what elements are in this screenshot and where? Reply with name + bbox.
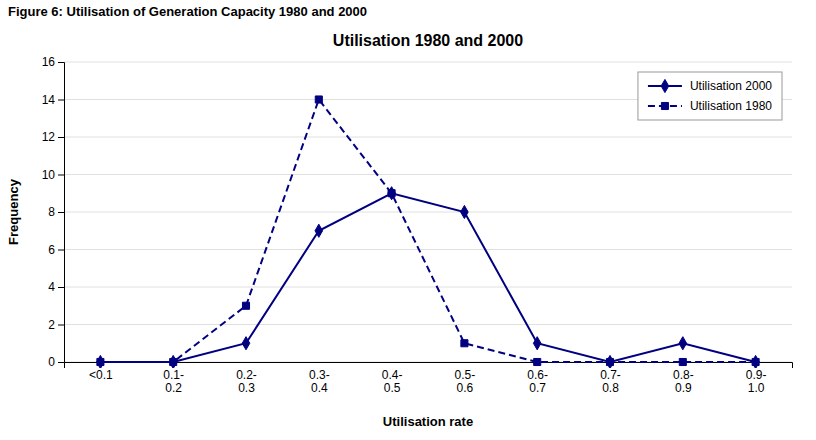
point [315,96,322,103]
point [97,358,104,365]
tick-mark [58,175,64,176]
point [242,302,249,309]
tick-label: 8 [48,205,55,219]
point [170,358,177,365]
subtitle: Figure 6: Utilisation of Generation Capa… [8,4,367,19]
tick-label: 0.5-0.6 [455,368,476,395]
point [533,337,541,350]
tick-mark [58,362,64,363]
grid-line [64,174,792,175]
point [461,205,469,218]
tick-label: 0.7-0.8 [600,368,621,395]
tick: 0.2-0.3 [236,368,257,395]
tick-mark [58,325,64,326]
grid-line [64,212,792,213]
point [606,358,613,365]
y-axis: 0 2 4 6 8 10 12 14 16 [42,55,65,369]
point [752,355,760,368]
tick-label: 0.8-0.9 [673,368,694,395]
axis-domain [58,63,65,363]
tick: 0.4-0.5 [382,368,403,395]
tick-label: 0.2-0.3 [236,368,257,395]
tick-mark [58,100,64,101]
tick: 4 [48,280,64,294]
tick: 0.8-0.9 [673,368,694,395]
tick-label: 0.9-1.0 [746,368,767,395]
tick-mark [58,250,64,251]
tick: 0.1-0.2 [163,368,184,395]
tick: 10 [42,168,64,182]
plot-area: 0 2 4 6 8 10 12 14 16 <0.1 0.1-0.2 0.2-0.3 0.3-0.4 0.… [42,55,793,394]
tick-label: 0.3-0.4 [309,368,330,395]
tick-mark [58,287,64,288]
legend-marker [661,102,668,109]
tick: 0 [48,355,64,369]
point [606,355,614,368]
tick: 0.7-0.8 [600,368,621,395]
tick-label: 12 [42,130,56,144]
tick: 0.5-0.6 [455,368,476,395]
point [679,337,687,350]
point [242,337,250,350]
grid-line [64,287,792,288]
tick-mark [58,212,64,213]
tick-label: 0.1-0.2 [163,368,184,395]
point [534,358,541,365]
series-line [100,193,755,362]
grid [64,62,792,362]
tick-label: 4 [48,280,55,294]
tick: 2 [48,318,64,332]
tick-mark [58,62,64,63]
tick: 6 [48,243,64,257]
point [169,355,177,368]
point [97,355,105,368]
tick: 12 [42,130,64,144]
tick: 16 [42,55,64,69]
series-group [97,96,760,368]
tick: <0.1 [89,368,113,382]
legend-label: Utilisation 2000 [690,79,772,93]
tick: 14 [42,93,64,107]
series-line [100,100,755,363]
tick-label: 14 [42,93,56,107]
legend-item: Utilisation 2000 [648,79,772,93]
tick: 8 [48,205,64,219]
tick-mark [58,137,64,138]
point [461,340,468,347]
point [315,224,323,237]
tick: 0.9-1.0 [746,368,767,395]
tick-label: 6 [48,243,55,257]
chart: Figure 6: Utilisation of Generation Capa… [0,0,816,440]
tick: 0.6-0.7 [527,368,548,395]
title: Utilisation 1980 and 2000 [333,32,523,49]
y-axis-title: Frequency [6,178,21,245]
tick-label: <0.1 [89,368,113,382]
tick-label: 0 [48,355,55,369]
tick: 0.3-0.4 [309,368,330,395]
point [679,358,686,365]
tick-label: 0.4-0.5 [382,368,403,395]
x-axis-title: Utilisation rate [383,414,473,429]
tick-label: 16 [42,55,56,69]
legend: Utilisation 2000 Utilisation 1980 [638,72,782,120]
point [388,190,395,197]
legend-label: Utilisation 1980 [690,99,772,113]
tick-label: 2 [48,318,55,332]
tick-label: 10 [42,168,56,182]
legend-item: Utilisation 1980 [648,99,772,113]
tick-label: 0.6-0.7 [527,368,548,395]
grid-line [64,249,792,250]
legend-box [638,72,782,120]
point [752,358,759,365]
grid-line [64,324,792,325]
grid-line [64,137,792,138]
grid-line [64,62,792,63]
legend-marker [661,79,669,92]
